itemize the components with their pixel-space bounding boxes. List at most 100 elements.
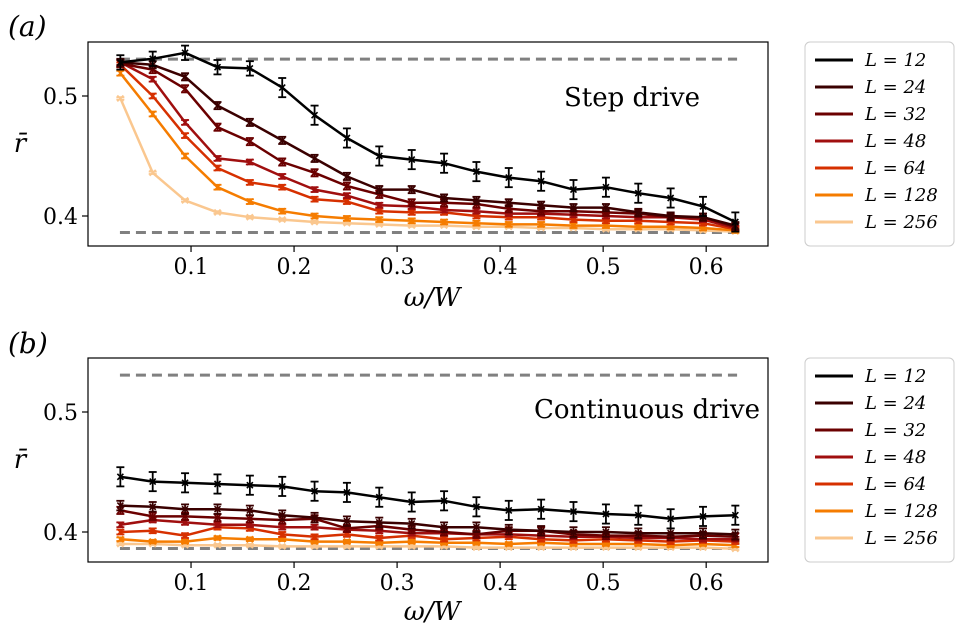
- panel-a-series-0-point: [602, 183, 610, 191]
- panel-a-series-0-point: [375, 152, 383, 160]
- panel-a-series-1-point: [537, 201, 545, 209]
- panel-b-series-0-point: [634, 511, 642, 519]
- panel-b-series-2-point: [149, 512, 157, 520]
- panel-a-series-3-point: [149, 75, 157, 83]
- panel-a-ytick-label: 0.4: [43, 205, 78, 230]
- panel-b-series-5-point: [246, 535, 254, 543]
- panel-a-ylabel: r̄: [14, 129, 28, 159]
- panel-a-legend-label-2: L = 32: [864, 104, 926, 125]
- panel-a-series-0-point: [569, 186, 578, 194]
- panel-b-series-4-point: [278, 530, 286, 538]
- panel-b-xlabel: ω/W: [404, 597, 463, 627]
- panel-b-series-1-point: [505, 526, 513, 534]
- panel-a-series-5-point: [505, 220, 513, 228]
- panel-b-series-0-point: [472, 503, 480, 511]
- panel-a-panel-label: (a): [8, 10, 47, 43]
- panel-b-series-1-point: [149, 503, 157, 511]
- panel-a-series-1-point: [181, 73, 189, 81]
- panel-b-series-0-point: [505, 506, 513, 514]
- panel-b-series-4-point: [181, 532, 189, 540]
- panel-b-legend-label-1: L = 24: [864, 393, 926, 414]
- panel-a-series-3-line: [119, 61, 736, 230]
- panel-b-series-3-line: [120, 518, 736, 541]
- panel-a-xtick-label: 0.5: [586, 255, 621, 280]
- panel-b-series-1-point: [634, 529, 642, 537]
- panel-a-series-3-point: [213, 154, 222, 162]
- panel-b-series-1-point: [731, 530, 739, 538]
- panel-b-series-5-point: [181, 538, 189, 546]
- panel-a-series-0-point: [116, 58, 124, 66]
- panel-b-series-4-point: [116, 528, 124, 536]
- panel-b-series-1-point: [116, 502, 124, 510]
- panel-a-series-5-point: [440, 218, 448, 226]
- panel-b-series-0-point: [408, 498, 416, 506]
- panel-a-xtick-label: 0.2: [277, 255, 312, 280]
- panel-b-series-1-point: [472, 523, 480, 531]
- panel-a-series-4-line: [119, 63, 736, 231]
- panel-a-series-4-point: [310, 195, 319, 203]
- panel-b-series-2-point: [213, 514, 222, 522]
- panel-a-legend-label-1: L = 24: [864, 77, 926, 98]
- panel-a-series-0-point: [278, 84, 286, 92]
- panel-b-series-3-point: [278, 523, 286, 531]
- panel-a-series-3-point: [246, 158, 254, 166]
- panel-b-series-0-point: [699, 512, 707, 520]
- panel-a-series-0: [116, 44, 740, 233]
- panel-b-series-3-point: [116, 521, 124, 529]
- panel-b-series-3-point: [310, 523, 319, 531]
- panel-a-series-5-point: [246, 198, 254, 206]
- panel-b-series-4-point: [310, 533, 319, 541]
- panel-a-series-5-point: [310, 212, 319, 220]
- panel-b-series-6-line: [120, 542, 736, 551]
- panel-a-series-1-point: [602, 204, 610, 212]
- panel-b-ytick-label: 0.4: [43, 521, 78, 546]
- panel-b-series-5-point: [213, 534, 222, 542]
- panel-a-series-1-point: [440, 194, 448, 202]
- panel-a-series-2-point: [213, 123, 222, 131]
- panel-a-series-1-point: [472, 196, 480, 204]
- panel-a-series-1-line: [120, 61, 736, 227]
- panel-b-series-0-point: [343, 488, 351, 496]
- panel-a-series-1-point: [569, 204, 578, 212]
- panel-b-series-0-point: [116, 473, 124, 481]
- panel-a-xtick-label: 0.6: [689, 255, 724, 280]
- panel-b-series-5-point: [408, 538, 416, 546]
- panel-b-series-0-point: [440, 497, 448, 505]
- panel-a-legend-label-5: L = 128: [864, 185, 938, 206]
- panel-b-series-0-point: [181, 479, 189, 487]
- panel-a-series-0-line: [120, 51, 736, 224]
- panel-a-series-5-point: [569, 222, 578, 230]
- panel-a-series-4-point: [278, 183, 286, 191]
- panel-a-series-1-point: [310, 154, 319, 162]
- panel-a-series-2-point: [246, 138, 254, 146]
- panel-a-xtick-label: 0.1: [174, 255, 209, 280]
- panel-b-series-0-point: [213, 480, 222, 488]
- panel-b-series-1-point: [375, 518, 383, 526]
- panel-a-series-0-point: [310, 111, 319, 119]
- panel-a-series-5-point: [213, 183, 222, 191]
- panel-b-series-4-point: [440, 535, 448, 543]
- panel-a-series-5-point: [408, 217, 416, 225]
- panel-a-series-0-point: [667, 194, 675, 202]
- panel-b-series-0-point: [667, 515, 675, 523]
- panel-b-series-1-point: [699, 529, 707, 537]
- panel-a-series-4-point: [181, 132, 189, 140]
- panel-a-series-0-point: [472, 168, 480, 176]
- panel-a-series-4-point: [408, 208, 416, 216]
- panel-a-series-6-point: [246, 213, 254, 221]
- panel-a-series-5-point: [278, 207, 286, 215]
- panel-a-series-1-point: [667, 212, 675, 220]
- panel-b-series-1-point: [440, 523, 448, 531]
- panel-a-series-3-point: [375, 201, 383, 209]
- panel-a-series-5-point: [343, 214, 351, 222]
- panel-a-legend-label-6: L = 256: [864, 212, 938, 233]
- panel-a-series-6-point: [181, 196, 189, 204]
- panel-a-series-1: [116, 57, 740, 231]
- panel-b-series-0-point: [278, 482, 286, 490]
- panel-a-series-6-point: [149, 169, 157, 177]
- panel-a-series-6-line: [119, 97, 736, 233]
- panel-b-series-5-line: [120, 536, 736, 547]
- panel-b-series-0-line: [120, 475, 736, 521]
- panel-a-series-5-point: [149, 110, 157, 118]
- panel-b-series-1-point: [213, 505, 222, 513]
